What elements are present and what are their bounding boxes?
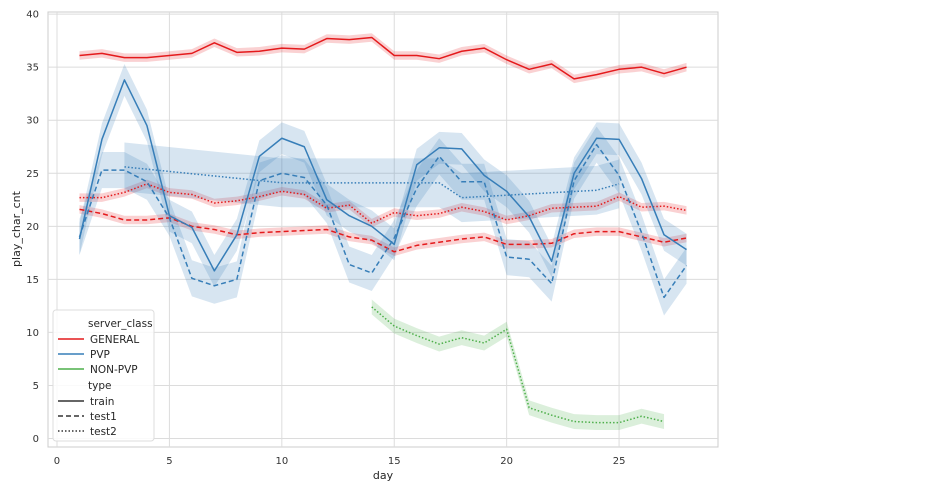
tick-labels: 0 5 10 15 20 25 0 5 10 15 20 25 30 35 40 [26,10,625,467]
x-tick-label: 10 [275,456,288,467]
legend-box [52,309,155,442]
plot-area [47,11,719,448]
y-axis-label: play_char_cnt [10,190,23,267]
y-tick-label: 0 [33,434,39,445]
series-line-pvp-test1 [78,143,688,299]
legend-hue-title: server_class [88,318,153,330]
y-tick-label: 5 [33,381,39,392]
legend-label-non-pvp: NON-PVP [90,364,138,376]
band-pvp-test1 [79,126,687,316]
band-general-test2 [79,179,687,228]
y-tick-label: 15 [26,275,39,286]
legend-label-test1: test1 [90,411,117,423]
series-line-pvp-test2 [124,166,620,199]
band-general-test1 [79,205,687,257]
band-pvp-test2 [124,142,620,223]
band-pvp-train [79,63,687,287]
y-tick-label: 35 [26,63,39,74]
x-axis-label: day [373,469,394,482]
x-tick-label: 20 [500,456,513,467]
y-tick-label: 25 [26,169,39,180]
y-tick-label: 30 [26,116,39,127]
legend-label-train: train [90,396,114,408]
legend-label-general: GENERAL [90,334,139,346]
band-general-train [79,33,687,84]
series-lines [78,36,688,424]
x-tick-label: 25 [613,456,626,467]
legend-label-pvp: PVP [90,349,110,361]
x-tick-label: 0 [54,456,60,467]
y-tick-label: 20 [26,222,39,233]
x-tick-label: 5 [166,456,172,467]
confidence-bands [79,33,687,431]
legend-style-title: type [88,380,111,392]
series-line-general-train [79,36,687,80]
x-tick-label: 15 [388,456,401,467]
band-non-pvp-test2 [371,299,665,431]
y-tick-label: 10 [26,328,39,339]
legend-label-test2: test2 [90,426,117,438]
series-line-pvp-train [78,79,687,272]
legend: server_class GENERAL PVP NON-PVP type tr… [52,309,155,442]
y-tick-label: 40 [26,10,39,21]
